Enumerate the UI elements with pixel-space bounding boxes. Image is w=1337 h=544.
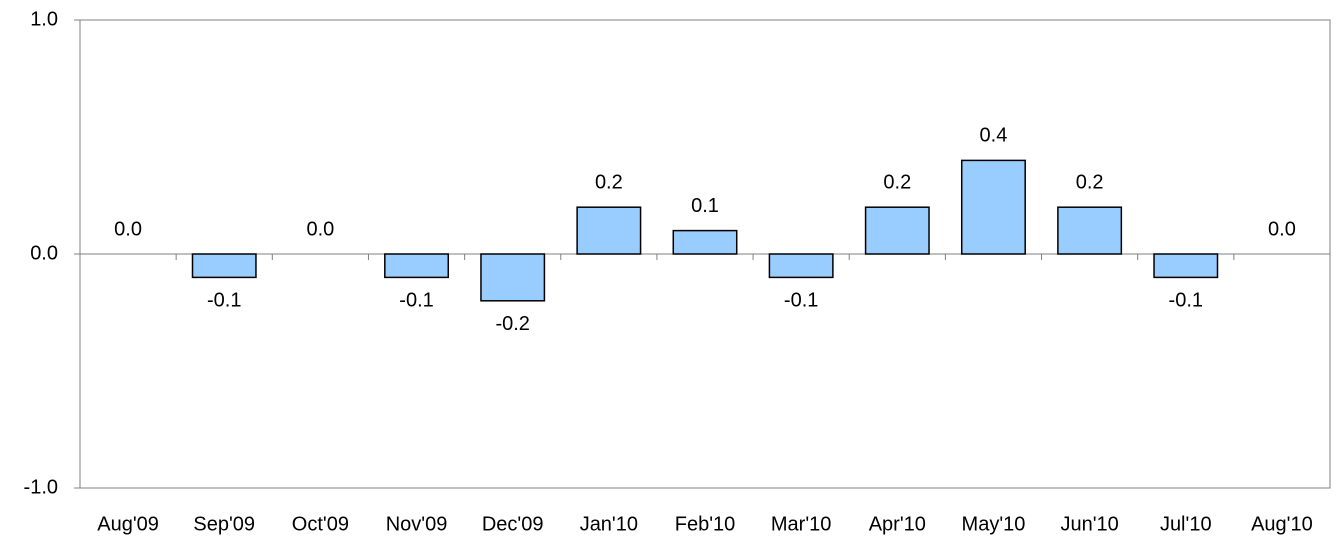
bar (480, 253, 546, 302)
data-label: -0.2 (495, 313, 529, 335)
x-tick-label: Apr'10 (869, 513, 926, 535)
data-label: -0.1 (784, 290, 818, 312)
data-label: 0.4 (980, 125, 1008, 147)
bar (384, 253, 450, 279)
bar (1153, 253, 1219, 279)
bar (672, 229, 738, 255)
data-label: -0.1 (399, 290, 433, 312)
bar (576, 206, 642, 255)
x-tick-label: Aug'10 (1251, 513, 1313, 535)
x-tick-label: May'10 (962, 513, 1026, 535)
x-tick-label: Nov'09 (386, 513, 448, 535)
data-label: 0.2 (883, 171, 911, 193)
x-tick-label: Oct'09 (292, 513, 349, 535)
x-tick-label: Dec'09 (482, 513, 544, 535)
x-tick-label: Aug'09 (97, 513, 159, 535)
bar (960, 159, 1026, 255)
x-tick-label: Feb'10 (675, 513, 736, 535)
x-tick-label: Mar'10 (771, 513, 832, 535)
data-label: -0.1 (207, 290, 241, 312)
bar (1057, 206, 1123, 255)
data-label: 0.0 (306, 218, 334, 240)
bar (768, 253, 834, 279)
data-label: -0.1 (1169, 290, 1203, 312)
x-tick-label: Jan'10 (580, 513, 638, 535)
bar (191, 253, 257, 279)
data-label: 0.1 (691, 195, 719, 217)
data-label: 0.2 (1076, 171, 1104, 193)
y-tick-label: 1.0 (30, 8, 58, 30)
data-label: 0.0 (1268, 218, 1296, 240)
data-label: 0.2 (595, 171, 623, 193)
x-tick-label: Jul'10 (1160, 513, 1212, 535)
x-tick-label: Sep'09 (193, 513, 255, 535)
bar (864, 206, 930, 255)
data-label: 0.0 (114, 218, 142, 240)
y-tick-label: -1.0 (24, 476, 58, 498)
y-tick-label: 0.0 (30, 242, 58, 264)
x-tick-label: Jun'10 (1060, 513, 1118, 535)
